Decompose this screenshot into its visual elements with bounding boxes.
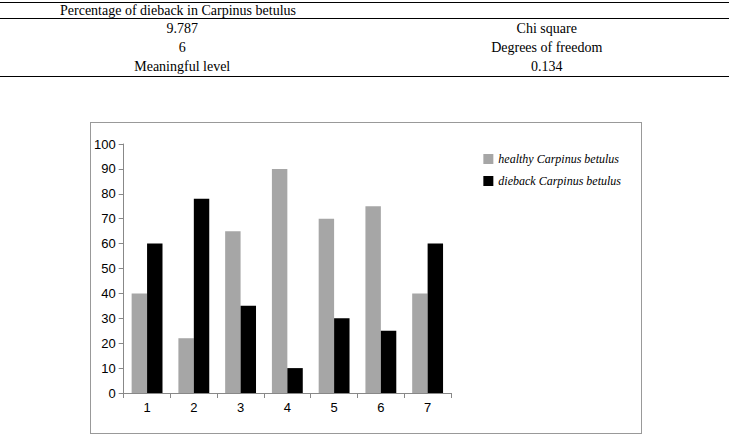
- svg-text:2: 2: [190, 400, 197, 415]
- svg-text:90: 90: [101, 161, 115, 176]
- html-text:6: 6: [178, 40, 186, 55]
- svg-text:5: 5: [330, 400, 337, 415]
- svg-text:10: 10: [101, 361, 115, 376]
- svg-text:1: 1: [143, 400, 150, 415]
- html-text:Chi square: Chi square: [516, 21, 577, 36]
- svg-text:3: 3: [237, 400, 244, 415]
- svg-text:70: 70: [101, 211, 115, 226]
- svg-text:6: 6: [377, 400, 384, 415]
- svg-text:30: 30: [101, 311, 115, 326]
- html-text:0.134: 0.134: [531, 59, 563, 74]
- svg-text:100: 100: [94, 137, 116, 152]
- html-text:Percentage of dieback in Carpi: Percentage of dieback in Carpinus betulu…: [60, 3, 296, 18]
- html-text:Degrees of freedom: Degrees of freedom: [491, 40, 603, 55]
- svg-text:40: 40: [101, 286, 115, 301]
- svg-text:dieback Carpinus betulus: dieback Carpinus betulus: [498, 174, 621, 188]
- html-text:9.787: 9.787: [166, 21, 198, 36]
- svg-text:60: 60: [101, 236, 115, 251]
- svg-text:50: 50: [101, 261, 115, 276]
- svg-text:20: 20: [101, 336, 115, 351]
- svg-text:7: 7: [424, 400, 431, 415]
- svg-text:80: 80: [101, 186, 115, 201]
- html-text:Meaningful level: Meaningful level: [134, 59, 231, 74]
- svg-text:healthy Carpinus betulus: healthy Carpinus betulus: [498, 152, 619, 166]
- svg-text:0: 0: [108, 386, 115, 401]
- svg-text:4: 4: [284, 400, 291, 415]
